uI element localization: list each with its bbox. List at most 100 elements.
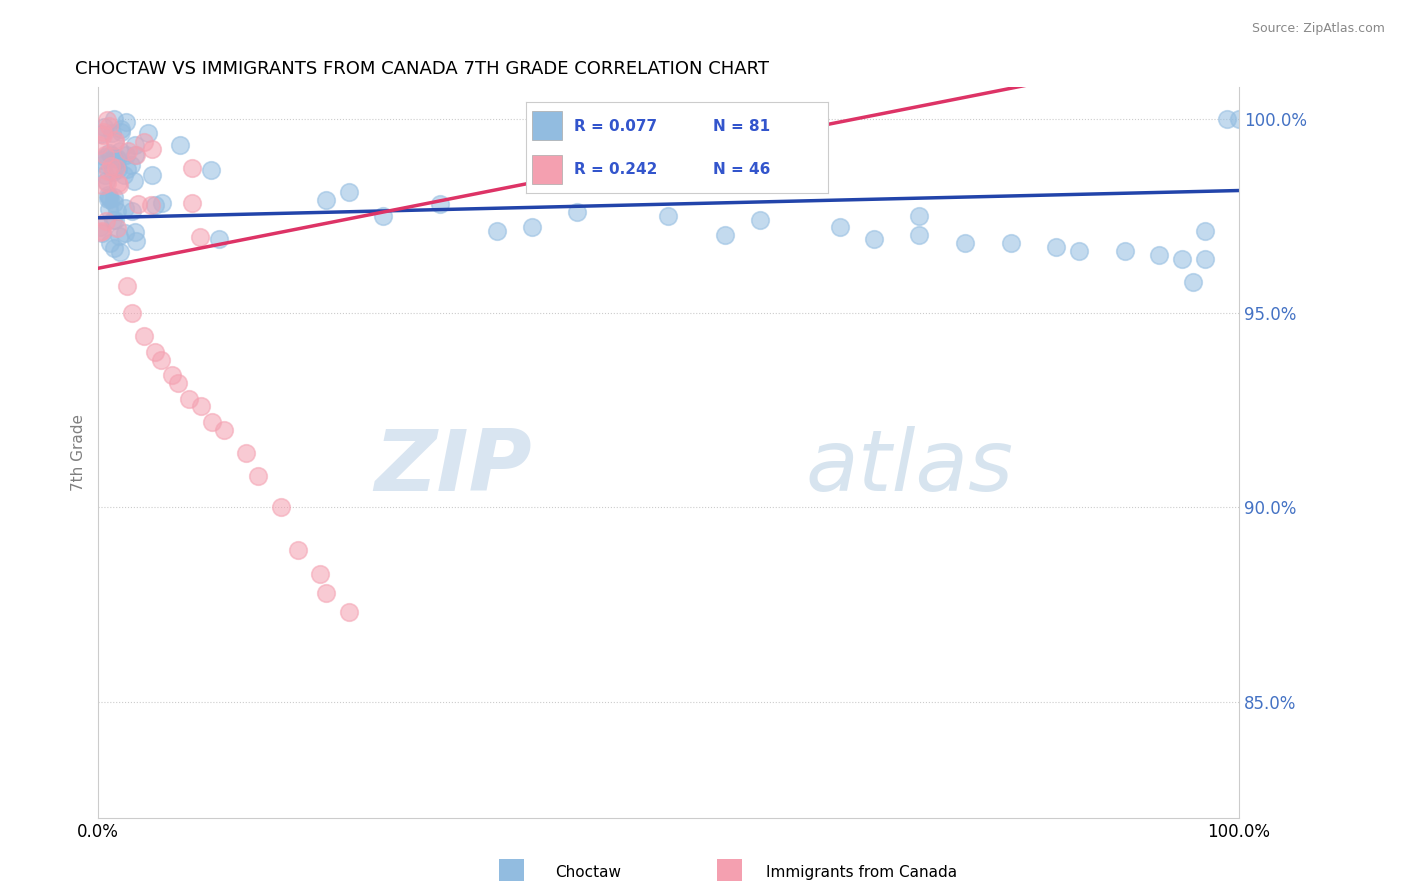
Point — [98, 202, 121, 216]
Point — [132, 329, 155, 343]
Point — [110, 121, 132, 136]
Text: Source: ZipAtlas.com: Source: ZipAtlas.com — [1251, 22, 1385, 36]
Point — [145, 198, 167, 212]
Point — [89, 219, 111, 234]
Point — [90, 153, 112, 167]
Point — [908, 228, 931, 243]
Point — [100, 148, 122, 162]
Point — [953, 235, 976, 250]
Point — [337, 606, 360, 620]
Point — [1067, 244, 1090, 258]
Point — [97, 190, 120, 204]
Point — [1216, 112, 1239, 126]
Point — [141, 142, 163, 156]
Point — [96, 113, 118, 128]
Point — [93, 125, 115, 139]
Point — [108, 228, 131, 243]
Point — [169, 138, 191, 153]
Point — [110, 125, 132, 139]
Point — [1182, 275, 1205, 289]
Point — [105, 152, 128, 166]
Point — [657, 209, 679, 223]
Point — [108, 178, 131, 192]
Point — [97, 146, 120, 161]
Point — [93, 157, 115, 171]
Point — [94, 168, 117, 182]
Point — [714, 228, 737, 243]
Point — [136, 126, 159, 140]
Text: ZIP: ZIP — [374, 426, 531, 509]
Point — [1170, 252, 1192, 266]
Point — [112, 168, 135, 182]
Point — [107, 203, 129, 218]
Point — [167, 376, 190, 390]
Point — [121, 306, 143, 320]
Y-axis label: 7th Grade: 7th Grade — [72, 415, 86, 491]
Point — [270, 500, 292, 515]
Point — [149, 352, 172, 367]
Point — [98, 119, 121, 133]
Point — [748, 212, 770, 227]
Point — [127, 196, 149, 211]
Point — [121, 203, 143, 218]
Point — [97, 187, 120, 202]
Point — [1000, 235, 1022, 250]
Point — [337, 186, 360, 200]
Point — [103, 196, 125, 211]
Point — [862, 232, 884, 246]
Point — [120, 158, 142, 172]
Point — [124, 148, 146, 162]
Point — [89, 137, 111, 152]
Point — [98, 192, 121, 206]
Point — [91, 178, 114, 192]
Point — [108, 144, 131, 158]
Point — [1194, 224, 1216, 238]
Point — [520, 220, 543, 235]
Point — [115, 148, 138, 162]
Point — [104, 136, 127, 151]
Point — [1194, 252, 1216, 266]
Point — [828, 220, 851, 235]
Point — [124, 147, 146, 161]
Point — [115, 278, 138, 293]
Point — [125, 234, 148, 248]
Point — [115, 114, 138, 128]
Point — [114, 226, 136, 240]
Point — [108, 245, 131, 260]
Point — [486, 224, 509, 238]
Point — [97, 163, 120, 178]
Point — [94, 214, 117, 228]
Point — [89, 225, 111, 239]
Point — [90, 226, 112, 240]
Point — [101, 127, 124, 141]
Point — [180, 195, 202, 210]
Point — [139, 198, 162, 212]
Point — [107, 176, 129, 190]
Point — [1147, 248, 1170, 262]
Point — [101, 165, 124, 179]
Text: CHOCTAW VS IMMIGRANTS FROM CANADA 7TH GRADE CORRELATION CHART: CHOCTAW VS IMMIGRANTS FROM CANADA 7TH GR… — [76, 60, 769, 78]
Point — [97, 192, 120, 206]
Point — [180, 161, 202, 176]
Point — [287, 543, 309, 558]
Point — [124, 174, 146, 188]
Point — [91, 128, 114, 143]
Point — [103, 213, 125, 227]
Point — [141, 168, 163, 182]
Point — [105, 221, 128, 235]
Point — [212, 423, 235, 437]
Point — [96, 174, 118, 188]
Text: atlas: atlas — [806, 426, 1014, 509]
Point — [94, 148, 117, 162]
Point — [908, 209, 931, 223]
Point — [315, 193, 337, 207]
Point — [246, 469, 269, 483]
Point — [96, 177, 118, 191]
Point — [107, 162, 129, 177]
Point — [160, 368, 183, 383]
Point — [208, 232, 231, 246]
Point — [103, 241, 125, 255]
Point — [179, 392, 201, 406]
Point — [315, 586, 337, 600]
Point — [115, 162, 138, 177]
